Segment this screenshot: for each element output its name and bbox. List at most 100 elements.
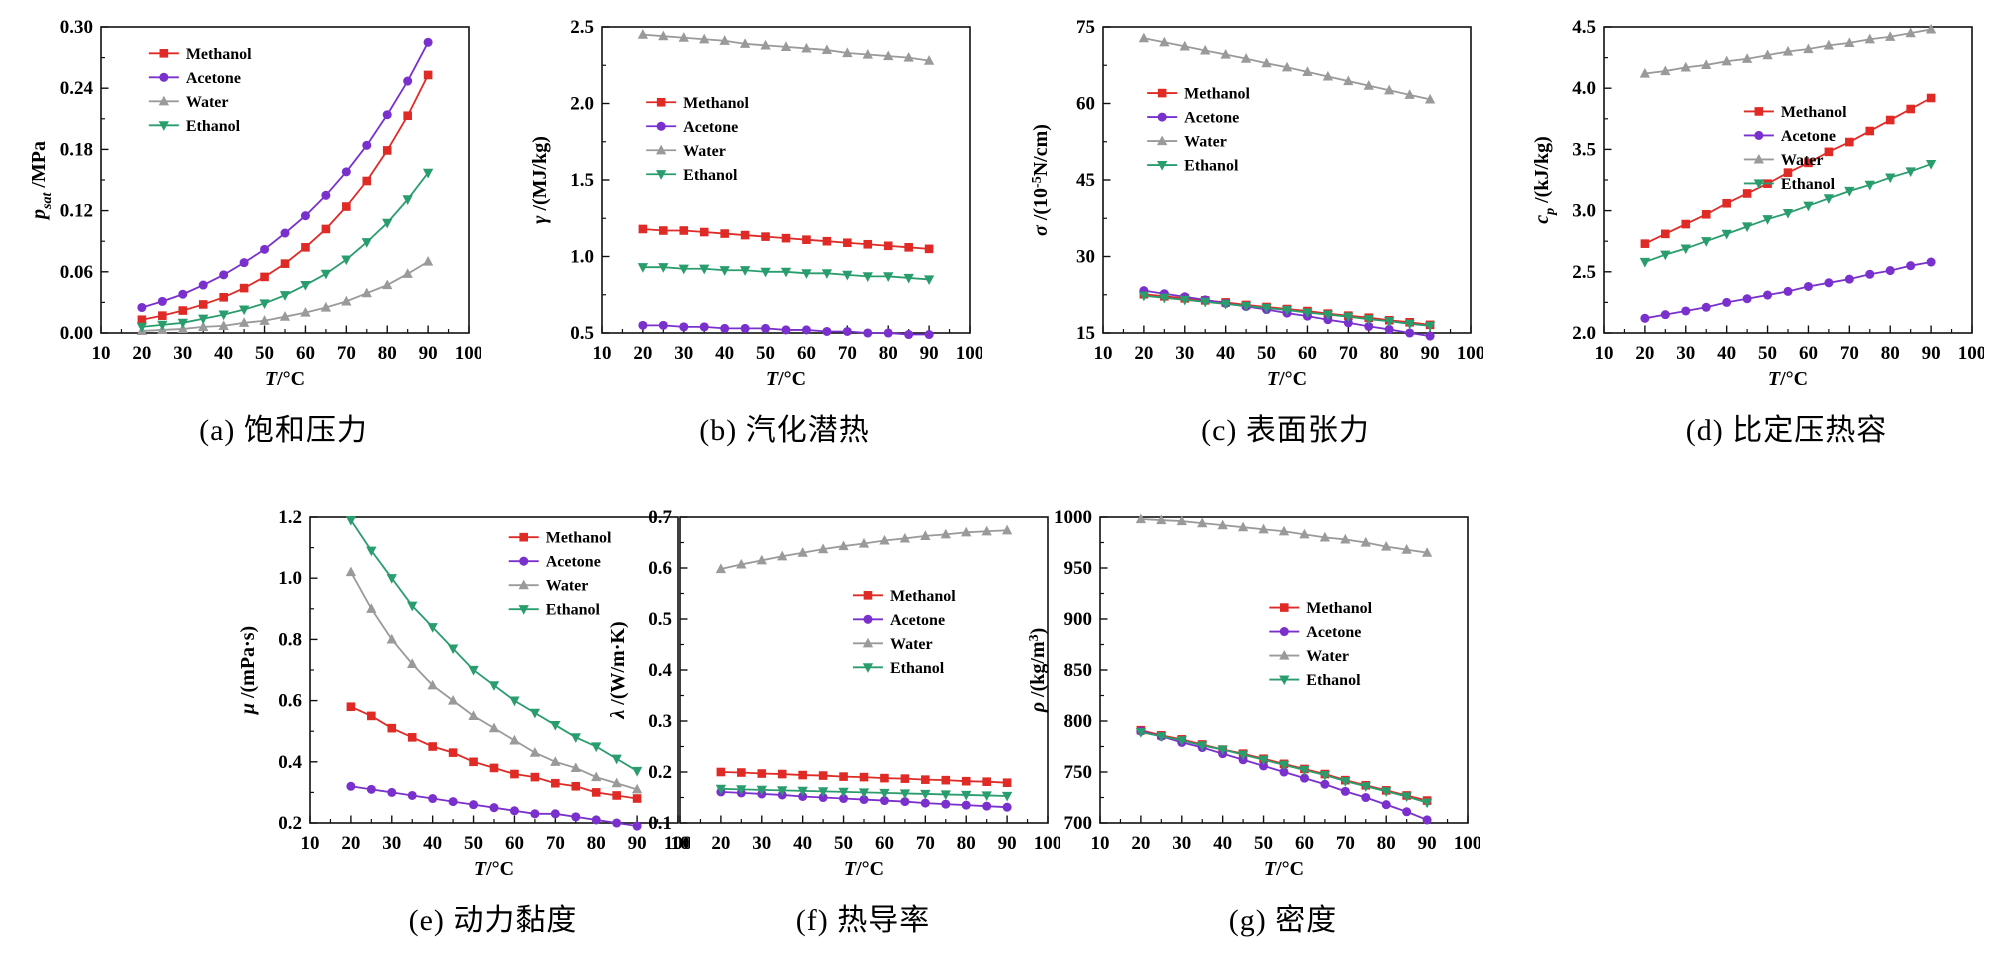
svg-text:40: 40 xyxy=(423,833,442,854)
series-ethanol xyxy=(715,784,1013,802)
svg-text:60: 60 xyxy=(1076,94,1095,115)
svg-text:60: 60 xyxy=(1297,343,1316,364)
svg-text:Methanol: Methanol xyxy=(683,95,749,112)
figure-row-top: 10 20 30 40 50 60 70 80 90 100 0.00 0.06 0.12 0.18 0.2… xyxy=(0,15,2006,455)
series-water xyxy=(1639,23,1936,78)
chart-c-surface-tension: 10 20 30 40 50 60 70 80 90 100 15 30 45 60 75 T/°C σ /(1… xyxy=(1002,15,1503,455)
chart-svg-d: 10 20 30 40 50 60 70 80 90 100 2.0 2.5 3.0 3.5 4.0 4.5 T… xyxy=(1531,17,1986,390)
svg-text:10: 10 xyxy=(301,833,320,854)
series-ethanol xyxy=(136,168,433,333)
svg-text:0.4: 0.4 xyxy=(648,660,672,681)
svg-text:Acetone: Acetone xyxy=(683,119,738,136)
series-ethanol xyxy=(1135,728,1433,809)
svg-text:Methanol: Methanol xyxy=(185,46,251,63)
svg-text:1.0: 1.0 xyxy=(278,568,302,589)
series-methanol xyxy=(716,767,1012,788)
series-acetone xyxy=(346,781,642,831)
svg-text:30: 30 xyxy=(674,343,693,364)
svg-text:950: 950 xyxy=(1064,558,1093,579)
legend: Methanol Acetone Water Ethanol xyxy=(852,588,956,677)
svg-text:0.24: 0.24 xyxy=(59,78,93,99)
svg-text:100: 100 xyxy=(1456,343,1482,364)
series-methanol xyxy=(137,70,432,325)
svg-text:10: 10 xyxy=(91,343,110,364)
svg-text:Ethanol: Ethanol xyxy=(683,167,738,184)
svg-text:Ethanol: Ethanol xyxy=(1306,672,1361,689)
svg-text:70: 70 xyxy=(546,833,565,854)
chart-b-latent-heat: 10 20 30 40 50 60 70 80 90 100 0.5 1.0 1.5 2.0 2.5 T/°C… xyxy=(501,15,1002,455)
svg-text:30: 30 xyxy=(173,343,192,364)
svg-text:0.2: 0.2 xyxy=(278,813,302,834)
series-water xyxy=(715,524,1013,574)
svg-text:Water: Water xyxy=(1780,152,1823,169)
svg-text:Water: Water xyxy=(1184,134,1227,151)
svg-text:Ethanol: Ethanol xyxy=(890,660,945,677)
axes: 10 20 30 40 50 60 70 80 90 100 0.00 0.06 0.12 0.18 0.2… xyxy=(59,17,483,364)
chart-g-canvas: 10 20 30 40 50 60 70 80 90 100 700 750 800 850 900 950 1… xyxy=(1020,505,1482,885)
series-ethanol xyxy=(637,263,934,286)
svg-text:70: 70 xyxy=(1839,343,1858,364)
legend: Methanol Acetone Water Ethanol xyxy=(1146,86,1250,175)
axes: 10 20 30 40 50 60 70 80 90 100 0.5 1.0 1.5 2.0 2.5 xyxy=(570,17,984,364)
svg-text:0.4: 0.4 xyxy=(278,752,302,773)
svg-text:70: 70 xyxy=(1336,833,1355,854)
svg-text:3.5: 3.5 xyxy=(1572,139,1596,160)
svg-text:20: 20 xyxy=(341,833,360,854)
svg-text:80: 80 xyxy=(1880,343,1899,364)
svg-text:0.6: 0.6 xyxy=(648,558,672,579)
chart-svg-g: 10 20 30 40 50 60 70 80 90 1007007508008509009501… xyxy=(1027,507,1482,880)
y-axis-label: γ /(MJ/kg) xyxy=(529,136,551,224)
svg-text:50: 50 xyxy=(255,343,274,364)
svg-text:Ethanol: Ethanol xyxy=(546,602,601,619)
svg-text:30: 30 xyxy=(382,833,401,854)
svg-text:1000: 1000 xyxy=(1054,507,1092,528)
axes: 10 20 30 40 50 60 70 80 90 100 700 750 800 850 900 950 1… xyxy=(1054,507,1482,854)
svg-text:4.0: 4.0 xyxy=(1572,78,1596,99)
svg-text:50: 50 xyxy=(756,343,775,364)
svg-text:50: 50 xyxy=(464,833,483,854)
svg-text:80: 80 xyxy=(377,343,396,364)
chart-d-specific-heat: 10 20 30 40 50 60 70 80 90 100 2.0 2.5 3.0 3.5 4.0 4.5 T… xyxy=(1503,15,2004,455)
chart-g-caption: (g) 密度 xyxy=(1228,904,1338,937)
svg-text:10: 10 xyxy=(1093,343,1112,364)
chart-e-canvas: 10 20 30 40 50 60 70 80 90 100 0.2 0.4 0.6 0.8 1.0 1.2 T… xyxy=(230,505,692,885)
series-ethanol xyxy=(1138,291,1435,332)
svg-text:40: 40 xyxy=(793,833,812,854)
svg-text:50: 50 xyxy=(1254,833,1273,854)
svg-text:30: 30 xyxy=(1175,343,1194,364)
legend: Methanol Acetone Water Ethanol xyxy=(508,530,612,619)
legend: Methanol Acetone Water Ethanol xyxy=(148,46,252,135)
y-axis-label: ρ /(kg/m3) xyxy=(1027,628,1049,714)
svg-text:Methanol: Methanol xyxy=(1780,104,1846,121)
svg-text:40: 40 xyxy=(715,343,734,364)
svg-text:20: 20 xyxy=(1131,833,1150,854)
chart-f-caption: (f) 热导率 xyxy=(795,904,931,937)
x-axis-label: T/°C xyxy=(765,368,805,390)
svg-text:1.5: 1.5 xyxy=(570,170,594,191)
chart-a-caption: (a) 饱和压力 xyxy=(199,414,368,447)
svg-text:100: 100 xyxy=(1957,343,1983,364)
svg-text:0.6: 0.6 xyxy=(278,691,302,712)
svg-text:90: 90 xyxy=(998,833,1017,854)
svg-text:100: 100 xyxy=(454,343,480,364)
svg-text:2.0: 2.0 xyxy=(1572,323,1596,344)
svg-text:0.30: 0.30 xyxy=(59,17,92,38)
svg-text:Acetone: Acetone xyxy=(1780,128,1835,145)
svg-text:60: 60 xyxy=(875,833,894,854)
axes: 10 20 30 40 50 60 70 80 90 100 15 30 45 60 75 xyxy=(1076,17,1485,364)
x-axis-label: T/°C xyxy=(844,858,884,880)
svg-text:30: 30 xyxy=(1172,833,1191,854)
svg-text:50: 50 xyxy=(1758,343,1777,364)
svg-text:10: 10 xyxy=(1594,343,1613,364)
svg-text:Water: Water xyxy=(890,636,933,653)
svg-text:Acetone: Acetone xyxy=(890,612,945,629)
legend: Methanol Acetone Water Ethanol xyxy=(645,95,749,184)
svg-text:Water: Water xyxy=(683,143,726,160)
series-acetone xyxy=(136,37,433,313)
svg-text:3.0: 3.0 xyxy=(1572,201,1596,222)
x-axis-label: T/°C xyxy=(1266,368,1306,390)
svg-text:750: 750 xyxy=(1064,762,1093,783)
svg-text:0.06: 0.06 xyxy=(59,262,92,283)
svg-text:700: 700 xyxy=(1064,813,1093,834)
svg-text:90: 90 xyxy=(1921,343,1940,364)
